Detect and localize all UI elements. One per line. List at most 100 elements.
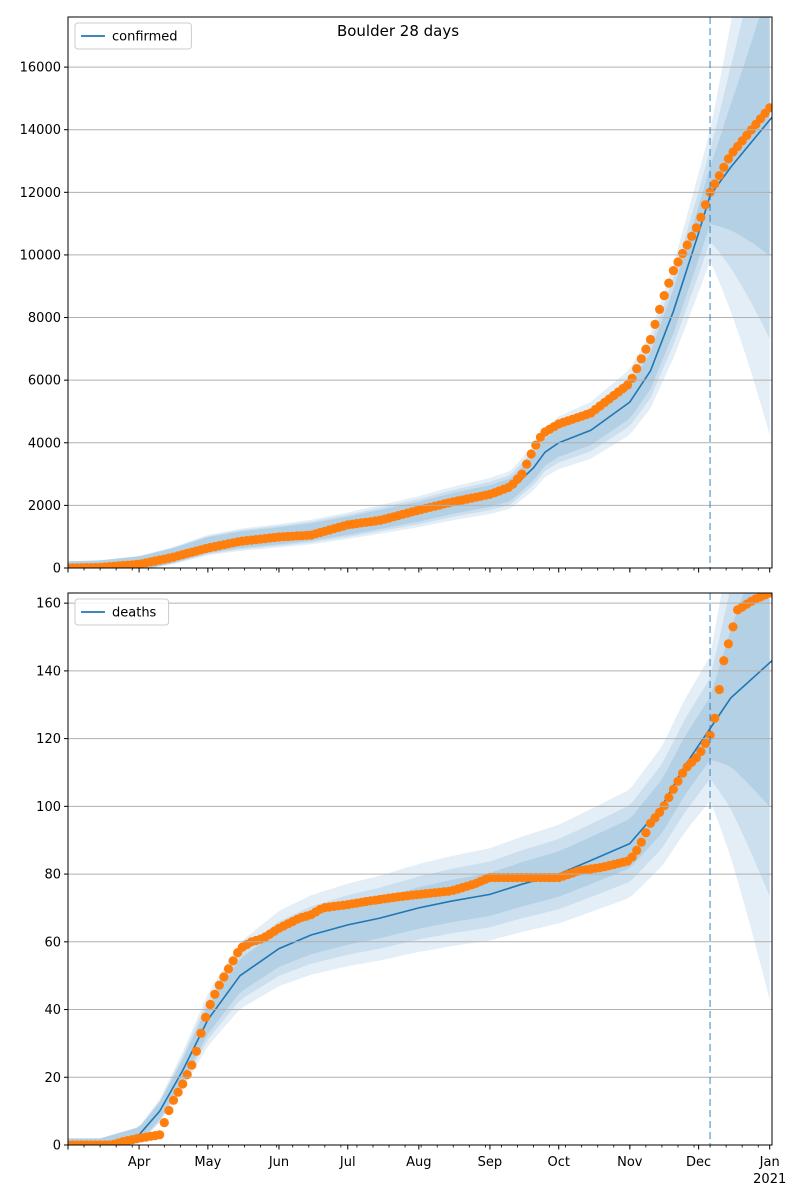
observed-point: [205, 999, 215, 1010]
observed-point: [710, 179, 720, 189]
x-tick-label: Jun: [268, 1155, 289, 1170]
y-tick-label: 0: [53, 1139, 61, 1154]
observed-point: [678, 248, 688, 259]
uncertainty-band: [68, 17, 770, 568]
observed-point: [696, 746, 706, 757]
y-tick-label: 14000: [20, 123, 61, 138]
observed-point: [710, 713, 720, 723]
observed-point: [668, 266, 679, 276]
observed-point: [691, 223, 701, 233]
observed-point: [632, 364, 642, 374]
y-tick-label: 0: [53, 562, 61, 577]
observed-point: [659, 801, 669, 811]
observed-point: [714, 684, 724, 695]
x-tick-label: May: [194, 1155, 221, 1170]
observed-point: [728, 622, 738, 632]
y-tick-label: 140: [36, 664, 61, 679]
observed-point: [678, 768, 688, 778]
y-tick-label: 16000: [20, 61, 61, 76]
observed-point: [164, 1105, 174, 1116]
observed-point: [182, 1070, 192, 1080]
x-tick-label: Sep: [478, 1155, 503, 1170]
observed-point: [664, 792, 674, 803]
observed-point: [522, 459, 532, 469]
x-tick-label: Apr: [128, 1155, 151, 1170]
observed-point: [682, 240, 692, 250]
observed-point: [645, 334, 656, 345]
y-tick-label: 40: [44, 1003, 61, 1018]
observed-point: [214, 980, 224, 990]
observed-point: [627, 373, 637, 383]
observed-point: [210, 989, 220, 999]
observed-point: [219, 972, 229, 982]
legend-label: confirmed: [112, 30, 178, 45]
x-tick-label: Oct: [547, 1155, 569, 1170]
observed-point: [664, 278, 674, 288]
axes-frame: [67, 592, 773, 1146]
y-tick-label: 120: [36, 732, 61, 747]
observed-point: [668, 784, 679, 795]
observed-point: [531, 440, 541, 450]
legend-box: [74, 22, 192, 50]
model-line-deaths: [68, 660, 772, 1145]
y-tick-label: 2000: [28, 499, 61, 514]
x-tick-label: Aug: [406, 1155, 431, 1170]
observed-point: [159, 1118, 169, 1128]
legend: confirmed: [74, 22, 192, 50]
plot-area: [68, 593, 772, 1145]
observed-point: [636, 354, 646, 364]
observed-point: [517, 469, 527, 479]
y-tick-label: 4000: [28, 436, 61, 451]
legend-box: [74, 598, 170, 626]
observed-point: [765, 103, 772, 113]
observed-point: [691, 753, 701, 763]
observed-point: [655, 304, 665, 314]
observed-point: [201, 1012, 211, 1023]
observed-point: [696, 212, 706, 222]
x-tick-label: Jul: [339, 1155, 356, 1170]
confirmed-panel: 0 2000 4000 6000 8000 10000 12000 14000 16000 con…: [20, 16, 773, 577]
observed-point: [627, 852, 637, 862]
observed-point: [673, 776, 683, 786]
observed-point: [632, 845, 642, 856]
observed-point: [622, 380, 633, 390]
y-tick-label: 100: [36, 800, 61, 815]
observed-point: [641, 344, 651, 354]
observed-point: [155, 1130, 165, 1140]
observed-point: [705, 730, 715, 740]
x-tick-label: Jan: [759, 1155, 780, 1170]
observed-point: [228, 956, 238, 966]
observed-point: [191, 1046, 201, 1056]
observed-point: [714, 171, 724, 181]
uncertainty-band: [68, 593, 770, 1145]
y-tick-label: 160: [36, 597, 61, 612]
observed-point: [673, 257, 683, 267]
observed-point: [168, 1095, 179, 1105]
observed-point: [650, 319, 660, 329]
observed-point: [700, 738, 711, 749]
observed-point: [196, 1028, 206, 1038]
y-tick-label: 20: [44, 1071, 61, 1086]
observed-point: [526, 449, 536, 459]
uncertainty-band: [68, 17, 770, 568]
y-tick-label: 12000: [20, 186, 61, 201]
observed-point: [687, 231, 697, 241]
observed-point: [636, 837, 646, 847]
observed-point: [723, 154, 734, 164]
observed-point: [223, 964, 234, 974]
observed-point: [659, 291, 669, 301]
observed-point: [655, 807, 665, 818]
y-tick-label: 8000: [28, 311, 61, 326]
observed-point: [719, 162, 729, 172]
observed-point: [765, 593, 772, 598]
y-tick-label: 60: [44, 935, 61, 950]
legend: deaths: [74, 598, 170, 626]
observed-point: [187, 1060, 197, 1070]
x-year-label: 2021: [753, 1172, 786, 1187]
legend-label: deaths: [112, 606, 157, 621]
deaths-panel: 0 20 40 60 80 100 120 140 160 Apr May Jun Jul Aug Sep O…: [36, 592, 786, 1187]
y-tick-label: 80: [44, 868, 61, 883]
x-tick-label: Dec: [686, 1155, 711, 1170]
observed-point: [719, 656, 729, 666]
